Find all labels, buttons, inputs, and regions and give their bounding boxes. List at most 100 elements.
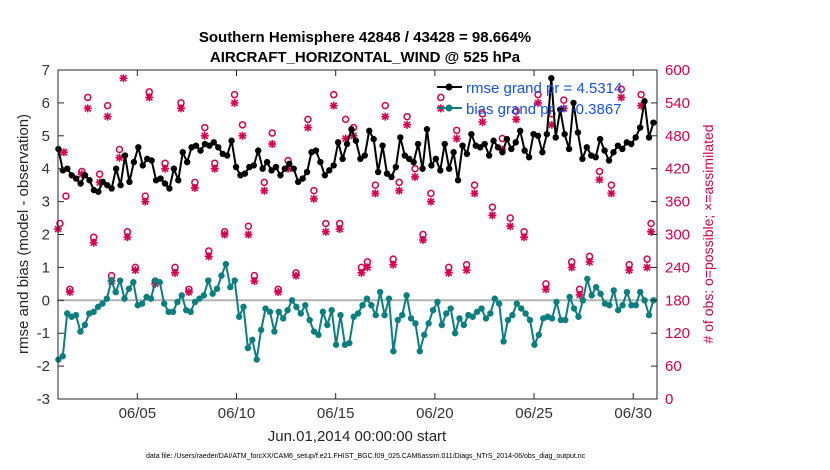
rmse-point: [543, 130, 551, 138]
bias-point: [332, 341, 340, 348]
bias-point: [121, 295, 128, 302]
bias-point: [64, 310, 71, 317]
obs-assimilated-marker: [145, 93, 154, 102]
rmse-point: [596, 135, 604, 143]
bias-point: [398, 311, 406, 319]
rmse-point: [445, 165, 453, 172]
obs-assimilated-marker: [478, 118, 487, 127]
bias-point: [99, 300, 106, 307]
rmse-point: [197, 147, 204, 154]
legend-bias-label: bias grand pr = -0.3867: [466, 101, 622, 118]
bias-point: [310, 328, 318, 335]
rmse-point: [272, 163, 280, 171]
rmse-point: [108, 185, 115, 192]
obs-possible-marker: [403, 112, 411, 121]
rmse-point: [250, 162, 257, 169]
bias-point: [575, 313, 582, 320]
bias-point: [227, 283, 234, 291]
rmse-point: [468, 130, 475, 138]
rmse-point: [317, 158, 324, 166]
rmse-point: [450, 149, 457, 156]
axes: 06/05 06/10 06/15 06/20 06/25 06/30 -3 -2 -1 0 1 2 3…: [37, 62, 690, 422]
rmse-point: [428, 162, 435, 169]
rmse-point: [601, 147, 608, 154]
bias-point: [390, 348, 397, 355]
obs-assimilated-marker: [595, 175, 604, 184]
y-right-tick-label: 360: [665, 194, 690, 211]
rmse-point: [525, 153, 533, 161]
bias-point: [637, 288, 644, 296]
obs-assimilated-marker: [210, 164, 219, 173]
bias-point: [359, 302, 366, 309]
bias-point: [584, 275, 591, 283]
bias-point: [381, 311, 388, 319]
bias-point: [271, 328, 278, 335]
obs-assimilated-marker: [303, 123, 312, 132]
rmse-point: [130, 158, 138, 166]
obs-assimilated-marker: [321, 227, 330, 236]
bias-point: [297, 310, 305, 317]
rmse-point: [223, 152, 231, 159]
rmse-point: [397, 134, 404, 141]
bias-point: [279, 315, 287, 322]
bias-point: [187, 308, 194, 316]
obs-assimilated-marker: [357, 268, 366, 277]
bias-point: [350, 313, 357, 320]
rmse-point: [592, 153, 599, 161]
obs-assimilated-marker: [452, 134, 461, 143]
obs-assimilated-marker: [200, 131, 209, 140]
obs-possible-marker: [84, 93, 92, 102]
obs-possible-marker: [201, 123, 209, 132]
bias-point: [597, 290, 604, 297]
obs-assimilated-marker: [238, 131, 247, 140]
rmse-point: [135, 144, 142, 151]
obs-assimilated-marker: [131, 266, 140, 275]
bias-point: [169, 308, 177, 316]
obs-possible-marker: [637, 90, 645, 99]
bias-point: [306, 316, 313, 324]
rmse-point: [352, 137, 360, 144]
obs-possible-marker: [437, 93, 445, 102]
bias-point: [249, 336, 256, 343]
rmse-point: [175, 177, 182, 184]
obs-assimilated-marker: [426, 197, 435, 206]
rmse-point: [379, 142, 386, 149]
bias-point: [473, 308, 481, 316]
rmse-point: [605, 157, 613, 164]
bias-point: [509, 311, 516, 319]
rmse-point: [361, 152, 368, 159]
rmse-point: [512, 139, 519, 146]
rmse-point: [343, 140, 351, 148]
bias-point: [59, 353, 67, 360]
bias-point: [487, 310, 494, 317]
bias-point: [421, 331, 428, 339]
rmse-point: [148, 157, 155, 164]
x-tick-label: 06/05: [119, 405, 157, 422]
rmse-point: [405, 155, 413, 163]
rmse-point: [95, 188, 102, 195]
obs-assimilated-marker: [363, 263, 372, 272]
legend-bias-marker: [445, 104, 453, 112]
rmse-point: [401, 152, 408, 159]
rmse-point: [64, 165, 71, 172]
bias-point: [434, 298, 441, 306]
obs-possible-marker: [506, 214, 514, 222]
bias-point: [235, 313, 243, 320]
obs-assimilated-marker: [585, 257, 594, 266]
bias-point: [328, 306, 335, 314]
obs-assimilated-marker: [643, 263, 652, 272]
rmse-point: [166, 185, 173, 192]
bias-point: [553, 298, 560, 306]
rmse-point: [161, 180, 169, 187]
rmse-point: [494, 144, 502, 151]
bias-point: [531, 341, 538, 348]
x-tick-label: 06/25: [515, 405, 553, 422]
bias-point: [628, 302, 635, 309]
obs-assimilated-marker: [103, 112, 112, 121]
bias-point: [504, 316, 512, 324]
bias-point: [284, 306, 291, 314]
rmse-point: [126, 178, 133, 186]
obs-assimilated-marker: [171, 268, 180, 277]
rmse-point: [139, 162, 146, 169]
bias-point: [108, 277, 115, 284]
